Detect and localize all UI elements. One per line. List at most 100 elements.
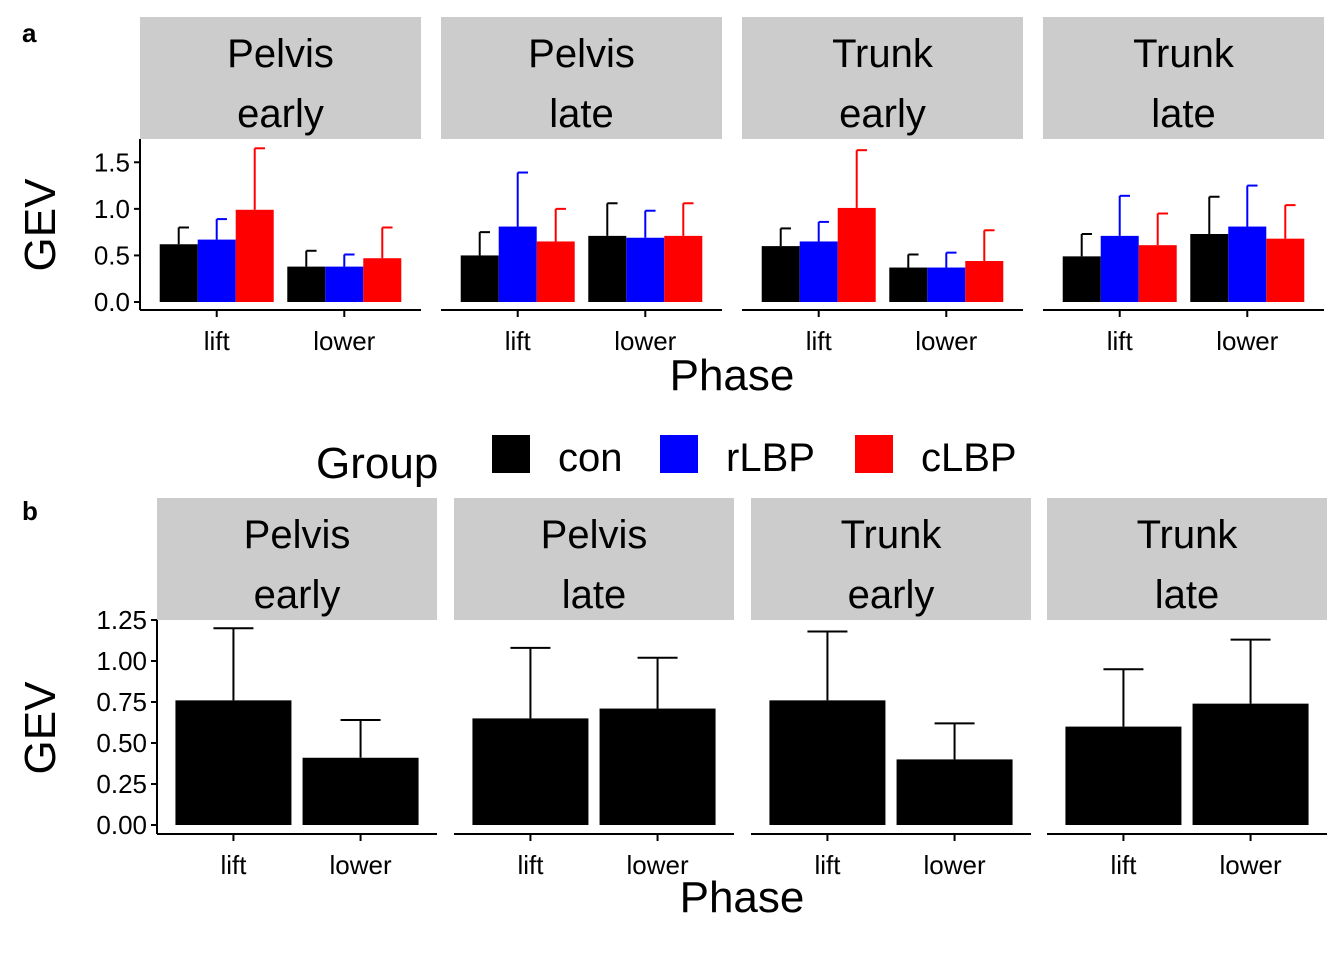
y-tick-label: 0.00 <box>96 810 147 840</box>
facet-strip-label: Pelvis <box>541 513 648 557</box>
bar-rLBP-lift <box>799 241 838 302</box>
y-tick-label: 0.25 <box>96 769 147 799</box>
bar-cLBP-lift <box>837 207 876 302</box>
facet-trunk-late: Trunk late lift lower <box>1043 17 1324 356</box>
facet-strip <box>157 498 437 620</box>
bar-cLBP-lift <box>1138 245 1177 302</box>
panel-label-b: b <box>22 496 38 526</box>
facet-trunk-early: Trunk early lift lower <box>751 498 1031 880</box>
facet-strip-label: late <box>549 92 614 136</box>
bar-rLBP-lift <box>498 226 537 302</box>
bar-rLBP-lower <box>325 266 364 302</box>
facet-pelvis-early: Pelvis early lift lower <box>157 498 437 880</box>
bar-con-lift <box>460 255 499 302</box>
facet-strip-label: early <box>848 573 935 617</box>
x-tick-label: lift <box>806 326 833 356</box>
bar-rLBP-lower <box>1228 226 1267 302</box>
bar-con-lower <box>287 266 326 302</box>
facet-strip <box>140 17 421 139</box>
legend-label-con: con <box>558 436 623 480</box>
bar-cLBP-lower <box>965 261 1004 302</box>
facet-strip-label: late <box>562 573 627 617</box>
facet-strip <box>751 498 1031 620</box>
facet-pelvis-late: Pelvis late lift lower <box>454 498 734 880</box>
bar-con-lift <box>761 246 800 302</box>
bar-con-lift <box>1062 256 1101 302</box>
x-tick-label: lift <box>505 326 532 356</box>
x-axis-label: Phase <box>670 351 795 400</box>
legend-swatch-rLBP <box>660 435 698 473</box>
x-tick-label: lift <box>1110 850 1137 880</box>
facet-strip-label: early <box>254 573 341 617</box>
x-tick-label: lower <box>915 326 977 356</box>
facet-strip-label: late <box>1151 92 1216 136</box>
y-axis-label: GEV <box>16 178 65 272</box>
x-tick-label: lower <box>329 850 391 880</box>
x-tick-label: lift <box>517 850 544 880</box>
bar-con-lower <box>1190 234 1229 302</box>
facet-strip-label: Trunk <box>1137 513 1239 557</box>
y-tick-label: 0.0 <box>94 287 130 317</box>
y-tick-label: 0.5 <box>94 240 130 270</box>
facet-trunk-early: Trunk early lift lower <box>742 17 1023 356</box>
legend-swatch-cLBP <box>855 435 893 473</box>
y-tick-label: 1.0 <box>94 194 130 224</box>
y-tick-label: 1.00 <box>96 646 147 676</box>
x-tick-label: lift <box>1107 326 1134 356</box>
y-tick-label: 1.5 <box>94 147 130 177</box>
x-tick-label: lower <box>313 326 375 356</box>
facet-trunk-late: Trunk late lift lower <box>1047 498 1327 880</box>
bar-lower <box>599 708 716 825</box>
y-tick-label: 0.75 <box>96 687 147 717</box>
facet-strip <box>454 498 734 620</box>
bar-cLBP-lower <box>1266 238 1305 302</box>
x-tick-label: lower <box>1216 326 1278 356</box>
bar-con-lift <box>159 244 198 302</box>
bar-cLBP-lower <box>664 235 703 302</box>
facet-strip-label: Pelvis <box>244 513 351 557</box>
legend-title: Group <box>316 439 438 488</box>
x-tick-label: lower <box>614 326 676 356</box>
panel-label-a: a <box>22 18 37 48</box>
facet-strip-label: early <box>237 92 324 136</box>
y-tick-label: 1.25 <box>96 605 147 635</box>
bar-lift <box>1065 726 1182 825</box>
bar-lower <box>1192 703 1309 825</box>
bar-lift <box>472 718 589 825</box>
legend-label-cLBP: cLBP <box>921 436 1017 480</box>
facet-pelvis-early: Pelvis early lift lower <box>140 17 421 356</box>
y-axis-label: GEV <box>16 681 65 775</box>
y-tick-label: 0.50 <box>96 728 147 758</box>
panel-b: 0.00 0.25 0.50 0.75 1.00 1.25 GEV Phase Pelvis ea… <box>16 498 1327 922</box>
bar-cLBP-lift <box>536 241 575 302</box>
facet-strip-label: Pelvis <box>227 32 334 76</box>
bar-cLBP-lower <box>363 258 402 302</box>
x-tick-label: lift <box>814 850 841 880</box>
bar-lower <box>302 757 419 825</box>
x-tick-label: lift <box>220 850 247 880</box>
facet-strip <box>1043 17 1324 139</box>
legend-label-rLBP: rLBP <box>726 436 815 480</box>
facet-strip-label: Pelvis <box>528 32 635 76</box>
bar-con-lower <box>588 235 627 302</box>
facet-strip-label: Trunk <box>1133 32 1235 76</box>
panel-a: 0.0 0.5 1.0 1.5 GEV Phase Pelvis early lift lower… <box>16 17 1324 400</box>
bar-con-lower <box>889 267 928 302</box>
x-tick-label: lower <box>626 850 688 880</box>
legend-swatch-con <box>492 435 530 473</box>
facet-strip <box>1047 498 1327 620</box>
bar-rLBP-lift <box>197 239 236 302</box>
facet-strip <box>742 17 1023 139</box>
x-tick-label: lower <box>923 850 985 880</box>
facet-strip-label: Trunk <box>832 32 934 76</box>
bar-rLBP-lower <box>927 267 966 302</box>
x-tick-label: lift <box>204 326 231 356</box>
bar-lift <box>769 700 886 825</box>
bar-rLBP-lift <box>1100 235 1139 302</box>
bar-lift <box>175 700 292 825</box>
legend: Group con rLBP cLBP <box>316 435 1017 488</box>
x-tick-label: lower <box>1219 850 1281 880</box>
bar-cLBP-lift <box>235 209 274 302</box>
bar-lower <box>896 759 1013 825</box>
